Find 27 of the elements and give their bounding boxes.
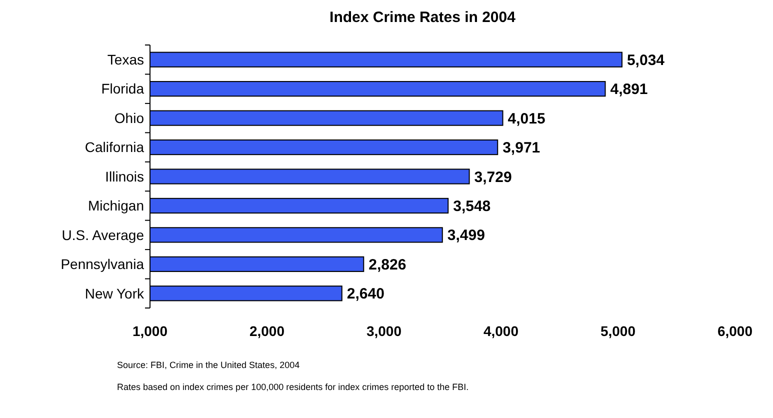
data-label: 2,826 (368, 256, 406, 274)
y-tick-label: Pennsylvania (60, 256, 144, 272)
x-tick-label: 4,000 (483, 323, 519, 339)
data-label: 2,640 (346, 286, 384, 303)
data-label: 4,015 (508, 110, 546, 128)
data-label: 4,891 (610, 81, 648, 98)
source-note: Source: FBI, Crime in the United States, 2004 (117, 360, 300, 370)
x-tick-label: 3,000 (366, 323, 402, 339)
y-tick-label: Texas (107, 52, 144, 68)
data-label: 3,971 (502, 140, 540, 157)
data-label: 3,729 (474, 168, 512, 186)
y-tick-label: U.S. Average (62, 226, 144, 243)
y-tick-label: New York (84, 285, 145, 302)
y-tick-label: Ohio (114, 110, 144, 126)
y-tick-label: California (84, 139, 144, 156)
x-tick-label: 1,000 (132, 323, 168, 339)
y-tick-label: Florida (101, 80, 144, 97)
y-tick-label: Michigan (88, 198, 144, 214)
x-tick-label: 2,000 (249, 323, 285, 339)
data-label: 5,034 (626, 52, 666, 69)
x-tick-label: 6,000 (717, 323, 753, 339)
y-tick-label: Illinois (105, 168, 144, 184)
data-label: 3,499 (447, 227, 485, 244)
data-label: 3,548 (453, 198, 491, 215)
chart-title: Index Crime Rates in 2004 (330, 9, 516, 26)
x-tick-label: 5,000 (600, 323, 636, 339)
text: Rates based on index crimes per 100,000 residents for index crimes reported to the FBI. (117, 382, 469, 392)
